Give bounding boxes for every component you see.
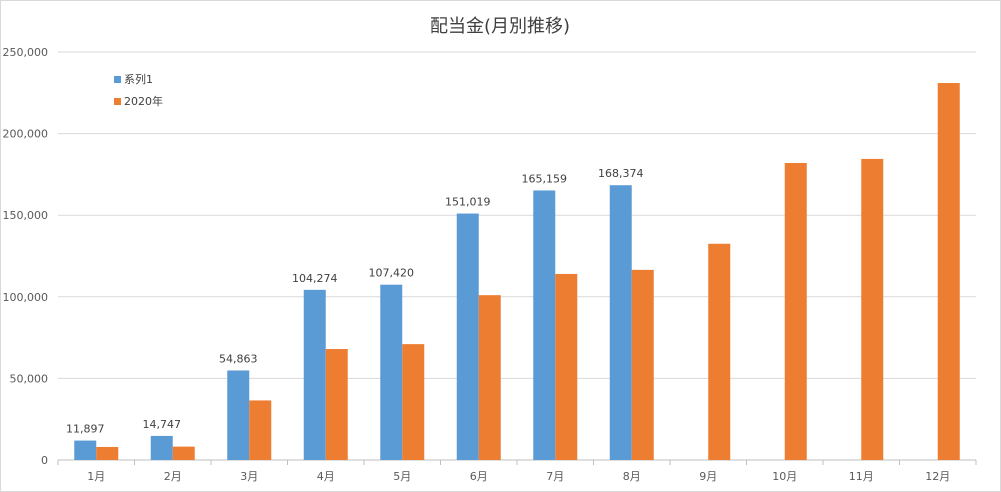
y-axis-ticks: 0 50,000 100,000 150,000 200,000 250,000 (3, 46, 49, 467)
y-tick-label: 50,000 (10, 372, 49, 385)
data-label: 11,897 (66, 423, 105, 436)
bars (74, 83, 960, 461)
bar-series2 (402, 344, 425, 460)
x-tick-label: 12月 (925, 470, 950, 483)
bar-series1 (609, 185, 632, 461)
data-label: 165,159 (522, 172, 568, 185)
bar-series1 (456, 213, 479, 460)
data-label: 107,420 (369, 267, 415, 280)
gridlines (57, 51, 977, 465)
bar-series2 (631, 269, 654, 460)
bar-series2 (784, 162, 807, 460)
legend-label: 2020年 (124, 94, 163, 108)
bar-series1 (150, 435, 173, 460)
y-tick-label: 150,000 (3, 209, 49, 222)
x-tick-label: 10月 (772, 470, 797, 483)
x-tick-label: 11月 (849, 470, 874, 483)
data-label: 168,374 (598, 167, 644, 180)
bar-series2 (172, 446, 195, 460)
data-label: 54,863 (219, 352, 258, 365)
bar-series2 (555, 273, 578, 460)
y-tick-label: 100,000 (3, 291, 49, 304)
y-tick-label: 0 (41, 454, 48, 467)
x-tick-label: 9月 (699, 470, 717, 483)
bar-series1 (74, 440, 97, 460)
bar-series2 (325, 349, 348, 460)
bar-series1 (380, 284, 403, 460)
legend: 系列1 2020年 (114, 72, 163, 108)
x-tick-label: 4月 (317, 470, 335, 483)
y-tick-label: 250,000 (3, 46, 49, 59)
x-tick-label: 7月 (546, 470, 564, 483)
bar-series2 (249, 400, 272, 460)
bar-series1 (303, 289, 326, 460)
bar-series1 (227, 370, 250, 460)
x-tick-label: 1月 (87, 470, 105, 483)
x-tick-label: 6月 (470, 470, 488, 483)
bar-series2 (861, 158, 884, 460)
legend-label: 系列1 (124, 72, 153, 86)
legend-swatch (114, 98, 121, 105)
bar-series1 (533, 190, 556, 460)
legend-swatch (114, 76, 121, 83)
x-axis-ticks: 1月 2月 3月 4月 5月 6月 7月 8月 9月 10月 11月 12月 (87, 470, 950, 483)
bar-series2 (708, 243, 731, 460)
data-label: 151,019 (445, 196, 491, 209)
bar-series2 (96, 446, 119, 460)
x-tick-label: 2月 (164, 470, 182, 483)
x-tick-label: 3月 (240, 470, 258, 483)
chart-title: 配当金(月別推移) (430, 16, 570, 37)
data-label: 104,274 (292, 272, 338, 285)
y-tick-label: 200,000 (3, 128, 49, 141)
x-tick-label: 5月 (393, 470, 411, 483)
data-label: 14,747 (143, 418, 182, 431)
data-labels: 11,897 14,747 54,863 104,274 107,420 151,019 1… (66, 167, 644, 435)
x-tick-label: 8月 (623, 470, 641, 483)
bar-series2 (937, 83, 960, 461)
bar-series2 (478, 295, 501, 460)
